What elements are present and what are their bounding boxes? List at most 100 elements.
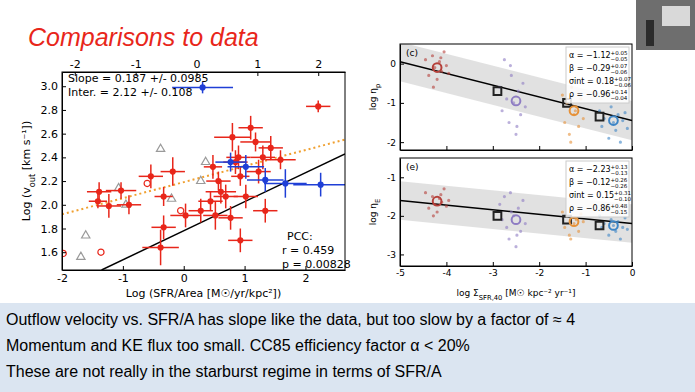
tick [632,146,633,150]
note-line: Momentum and KE flux too small. CC85 eff… [6,337,470,354]
point [574,109,577,112]
point [607,234,610,237]
plot-area [62,81,345,270]
point [212,212,218,218]
point [609,221,618,230]
point [431,54,434,57]
annotation-box [566,47,629,103]
point [433,63,442,72]
tick: -1 [582,262,591,278]
point [609,116,618,125]
point [509,191,512,194]
point [318,182,324,188]
tick-mark [257,72,258,76]
point [432,86,435,89]
annotation: Inter. = 2.12 +/- 0.108 [68,86,192,99]
axis-title-sub: p [374,84,382,88]
tick-mark [62,157,66,158]
tick-mark [400,64,404,65]
panel-label: (e) [406,162,419,172]
tick-label: -3 [387,250,396,260]
annotation-sub: −0.04 [610,95,627,101]
point [570,217,579,226]
tick-label: -2 [387,211,396,221]
tick-mark [62,86,66,87]
tick-mark [400,254,404,255]
tick-mark [446,262,447,266]
page: Comparisons to dataOutflow velocity vs. … [0,0,695,392]
tick-mark [62,110,66,111]
plot-frame [400,44,632,150]
point [201,157,209,164]
tick-mark [632,262,633,266]
tick-label: 2.8 [41,104,59,117]
point [268,145,274,151]
point [600,125,603,128]
annotation-sub: −0.13 [611,170,628,176]
point [519,230,522,233]
tick [586,146,587,150]
tick: 0 [181,266,188,285]
annotation-text: β = −0.29 [569,64,610,73]
point [512,215,521,224]
annotation-sub: −0.06 [610,69,627,75]
tick-mark [318,72,319,76]
point [447,72,450,75]
point [612,224,615,227]
tick-label: 2.6 [41,128,59,141]
tick: 1 [254,58,261,76]
annotation-text: σint = 0.15 [569,191,614,200]
point [510,210,513,213]
point [561,210,564,213]
point [262,208,268,214]
point [563,121,566,124]
axis-title-sub: SFR,40 [479,294,503,302]
tick-mark [632,146,633,150]
note-line: Outflow velocity vs. SFR/A has slope lik… [6,311,575,328]
x-axis: -5-4-3-2-10 [396,262,636,278]
tick: -3 [387,250,404,260]
point [607,137,610,140]
annotation-sub: −0.05 [611,56,628,62]
point [277,157,283,163]
axis-line [401,150,633,151]
point [161,224,167,230]
annotation: PCC: [287,230,313,243]
tick-label: -1 [387,173,396,183]
point [144,180,150,186]
tick: -3 [489,262,498,278]
tick-label: -2 [57,272,68,285]
tick-mark [400,142,404,143]
point [424,58,427,61]
point [623,111,626,114]
axis-title-sub: E [374,199,382,203]
point [568,234,571,237]
plot-frame [62,72,345,270]
annotation-text: α = −2.23 [569,165,611,174]
axis-title-part: log Σ [457,288,480,298]
tick: -2 [387,211,404,221]
point [494,212,502,220]
point [619,237,622,240]
annotation-text: σint = 0.18 [569,77,614,86]
point [494,87,502,95]
point [512,97,521,106]
video-screen [662,6,690,26]
tick: 2.8 [41,104,67,117]
point [262,177,268,183]
point [77,252,85,259]
point [182,212,188,218]
point [610,105,613,108]
point [82,231,90,238]
tick: 0 [630,262,636,278]
point [439,56,442,59]
axis-line [401,266,633,267]
point [126,202,132,208]
axis-title: log ηE [368,199,382,226]
point [445,64,448,67]
point [223,193,229,199]
note-line: These are not really in the starburst re… [6,363,442,380]
point [227,215,233,221]
axis-title-part: [km s⁻¹]) [20,121,33,174]
tick: 0 [390,59,404,69]
